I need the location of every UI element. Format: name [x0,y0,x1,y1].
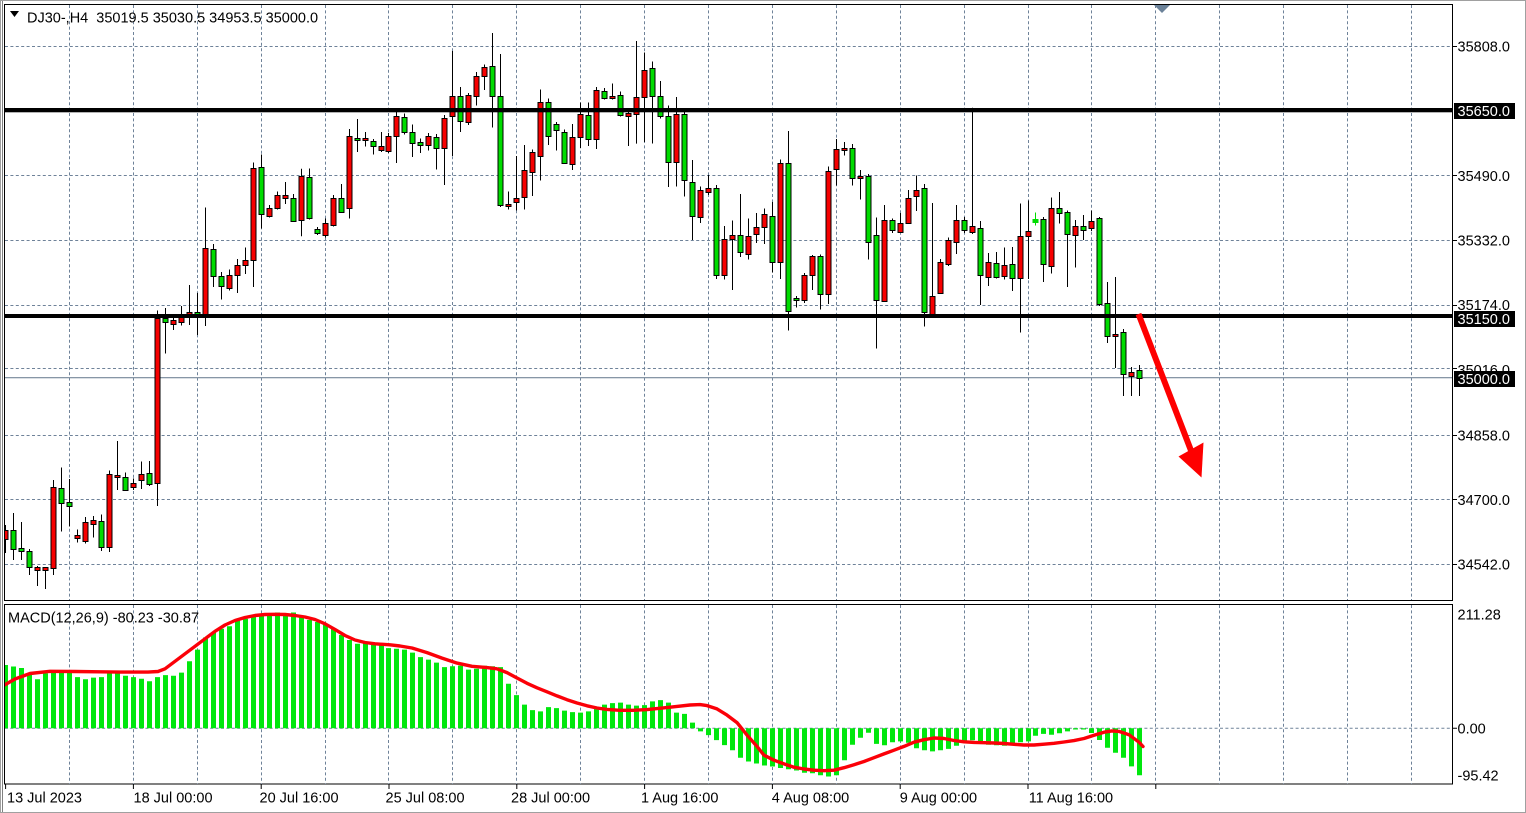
svg-text:35650.0: 35650.0 [1458,104,1510,120]
svg-text:1 Aug 16:00: 1 Aug 16:00 [641,791,718,807]
svg-text:13 Jul 2023: 13 Jul 2023 [7,791,82,807]
svg-text:35332.0: 35332.0 [1458,234,1510,250]
svg-text:18 Jul 00:00: 18 Jul 00:00 [134,791,213,807]
svg-text:35150.0: 35150.0 [1458,312,1510,328]
svg-text:34542.0: 34542.0 [1458,558,1510,574]
svg-text:35808.0: 35808.0 [1458,40,1510,56]
svg-text:35174.0: 35174.0 [1458,298,1510,314]
svg-text:35490.0: 35490.0 [1458,169,1510,185]
svg-text:9 Aug 00:00: 9 Aug 00:00 [900,791,977,807]
svg-text:34700.0: 34700.0 [1458,493,1510,509]
svg-text:211.28: 211.28 [1458,607,1501,623]
svg-text:0.00: 0.00 [1458,722,1486,738]
svg-text:35000.0: 35000.0 [1458,372,1510,388]
svg-text:4 Aug 08:00: 4 Aug 08:00 [772,791,849,807]
svg-text:-95.42: -95.42 [1458,769,1499,785]
svg-text:DJ30-,H4 35019.5 35030.5 3495: DJ30-,H4 35019.5 35030.5 34953.5 35000.0 [27,10,318,26]
svg-text:28 Jul 00:00: 28 Jul 00:00 [511,791,590,807]
svg-text:11 Aug 16:00: 11 Aug 16:00 [1029,791,1113,807]
svg-text:34858.0: 34858.0 [1458,429,1510,445]
svg-text:20 Jul 16:00: 20 Jul 16:00 [260,791,339,807]
svg-text:25 Jul 08:00: 25 Jul 08:00 [386,791,465,807]
svg-text:MACD(12,26,9) -80.23 -30.87: MACD(12,26,9) -80.23 -30.87 [8,611,199,627]
